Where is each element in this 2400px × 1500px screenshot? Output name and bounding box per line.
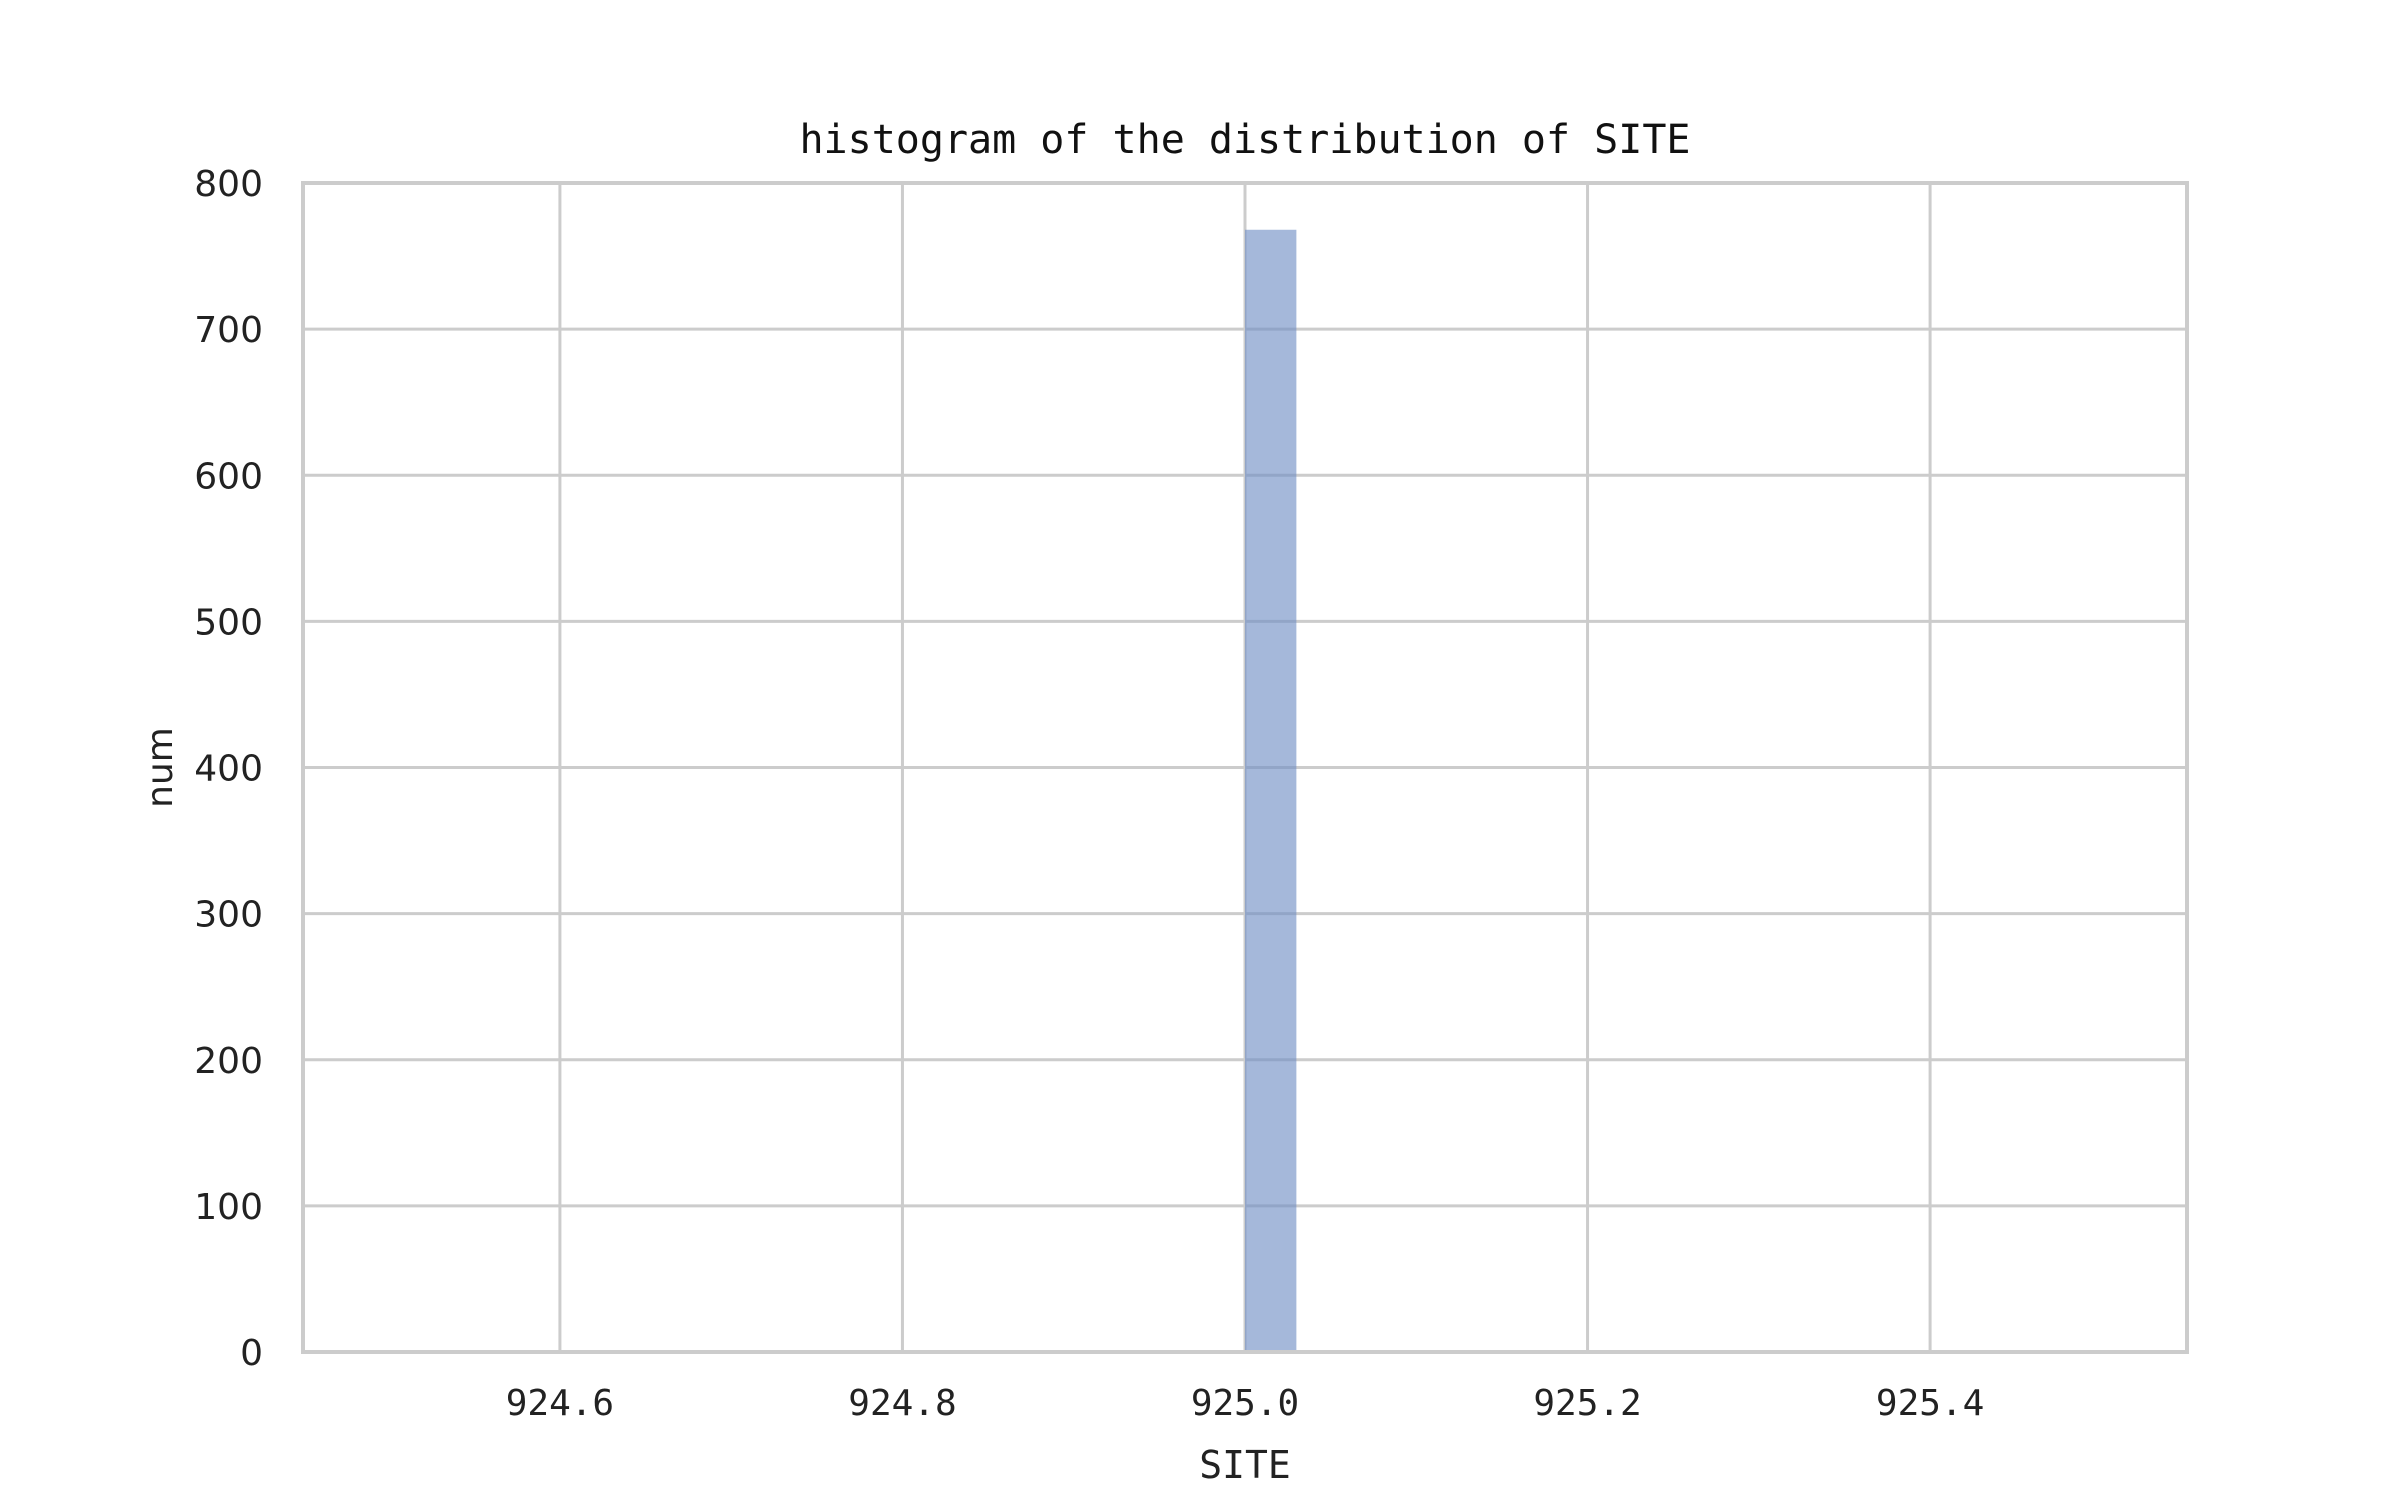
y-tick-label: 600 [194,456,263,497]
chart-title: histogram of the distribution of SITE [799,117,1690,163]
x-axis-label: SITE [1199,1443,1291,1487]
y-tick-label: 100 [194,1187,263,1228]
y-tick-label: 400 [194,749,263,790]
y-tick-label: 300 [194,895,263,936]
y-tick-label: 0 [240,1333,263,1374]
histogram-bar [1245,229,1297,1352]
y-tick-label: 800 [194,164,263,205]
y-axis-ticks: 0 100 200 300 400 500 600 700 800 [194,164,263,1374]
x-tick-label: 924.6 [506,1383,614,1424]
plot-frame [301,181,2189,1354]
x-tick-label: 924.8 [848,1383,956,1424]
y-tick-label: 500 [194,602,263,643]
x-tick-label: 925.4 [1876,1383,1984,1424]
x-tick-label: 925.2 [1533,1383,1641,1424]
x-axis-ticks: 924.6 924.8 925.0 925.2 925.4 [506,1383,1985,1424]
y-tick-label: 200 [194,1041,263,1082]
bars [1245,229,1297,1352]
x-tick-label: 925.0 [1191,1383,1299,1424]
y-tick-label: 700 [194,310,263,351]
y-axis-label: num [140,727,181,808]
